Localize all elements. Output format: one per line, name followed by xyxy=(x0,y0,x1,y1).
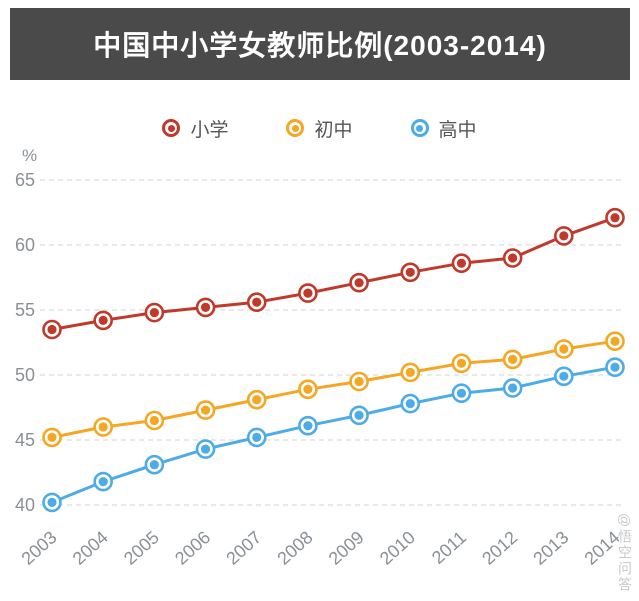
marker-dot-senior-high-2008 xyxy=(303,421,313,431)
x-tick-label-2008: 2008 xyxy=(273,527,316,569)
marker-dot-junior-high-2014 xyxy=(610,336,620,346)
marker-dot-senior-high-2007 xyxy=(252,432,262,442)
marker-dot-senior-high-2014 xyxy=(610,362,620,372)
marker-dot-junior-high-2011 xyxy=(456,358,467,368)
marker-dot-primary-school-2004 xyxy=(98,315,108,325)
marker-dot-senior-high-2010 xyxy=(405,399,415,409)
legend-label-junior-high: 初中 xyxy=(314,119,353,141)
marker-dot-senior-high-2013 xyxy=(559,371,569,381)
x-tick-label-2006: 2006 xyxy=(171,527,214,569)
watermark: @悟空问答 xyxy=(617,512,633,593)
marker-dot-senior-high-2003 xyxy=(47,497,57,507)
legend-item-senior-high: 高中 xyxy=(410,115,477,142)
marker-dot-senior-high-2006 xyxy=(200,444,211,454)
x-tick-label-2005: 2005 xyxy=(120,527,163,569)
marker-dot-primary-school-2009 xyxy=(354,278,364,288)
marker-dot-primary-school-2005 xyxy=(149,308,159,318)
x-tick-label-2009: 2009 xyxy=(325,527,368,569)
legend: 小学 初中 高中 xyxy=(0,108,639,148)
marker-dot-senior-high-2011 xyxy=(456,388,467,398)
marker-dot-senior-high-2004 xyxy=(98,477,108,487)
x-tick-label-2011: 2011 xyxy=(428,527,470,568)
marker-dot-senior-high-2005 xyxy=(149,460,159,470)
y-tick-label-45: 45 xyxy=(15,430,35,450)
y-tick-label-60: 60 xyxy=(15,235,35,255)
marker-dot-junior-high-2013 xyxy=(559,344,569,354)
y-axis-unit-label: % xyxy=(22,146,38,165)
chart-title: 中国中小学女教师比例(2003-2014) xyxy=(93,30,547,61)
series-line-senior-high xyxy=(50,365,617,504)
marker-dot-primary-school-2007 xyxy=(252,297,262,307)
y-tick-label-65: 65 xyxy=(15,170,35,190)
legend-item-junior-high: 初中 xyxy=(286,115,353,142)
legend-marker-primary-school-icon xyxy=(162,119,181,137)
marker-dot-primary-school-2014 xyxy=(610,213,620,223)
marker-dot-senior-high-2009 xyxy=(354,410,364,420)
marker-dot-junior-high-2003 xyxy=(47,432,57,442)
marker-dot-junior-high-2006 xyxy=(200,405,211,415)
marker-dot-junior-high-2005 xyxy=(149,415,159,426)
series-line-primary-school xyxy=(50,216,617,331)
marker-dot-junior-high-2004 xyxy=(98,422,108,432)
legend-label-primary-school: 小学 xyxy=(190,119,229,141)
line-chart: 40 45 50 55 60 65 2003 2004 2005 2006 2007 2008 2009… xyxy=(15,170,625,569)
legend-marker-junior-high-icon xyxy=(286,119,305,137)
x-tick-label-2010: 2010 xyxy=(376,527,419,569)
series-line-junior-high xyxy=(50,339,617,439)
x-tick-label-2004: 2004 xyxy=(69,527,112,569)
marker-dot-junior-high-2012 xyxy=(508,354,518,364)
legend-item-primary-school: 小学 xyxy=(162,115,228,142)
y-tick-label-40: 40 xyxy=(15,495,35,515)
legend-marker-senior-high-icon xyxy=(410,119,429,137)
marker-dot-junior-high-2008 xyxy=(303,384,313,394)
marker-dot-junior-high-2007 xyxy=(252,395,262,405)
legend-label-senior-high: 高中 xyxy=(438,119,477,141)
marker-dot-primary-school-2006 xyxy=(200,302,211,312)
marker-dot-primary-school-2008 xyxy=(303,288,313,298)
x-tick-label-2013: 2013 xyxy=(529,527,572,569)
x-tick-label-2003: 2003 xyxy=(18,527,61,569)
marker-dot-junior-high-2010 xyxy=(405,367,415,377)
marker-dot-primary-school-2012 xyxy=(508,253,518,263)
marker-dot-primary-school-2013 xyxy=(559,231,569,241)
chart-title-bar: 中国中小学女教师比例(2003-2014) xyxy=(10,8,630,80)
marker-dot-senior-high-2012 xyxy=(508,383,518,393)
marker-dot-primary-school-2011 xyxy=(456,258,467,268)
marker-dot-junior-high-2009 xyxy=(354,376,364,387)
x-tick-label-2012: 2012 xyxy=(478,527,521,569)
x-tick-label-2007: 2007 xyxy=(222,527,265,569)
marker-dot-primary-school-2003 xyxy=(47,324,57,335)
marker-dot-primary-school-2010 xyxy=(405,267,415,277)
y-tick-label-55: 55 xyxy=(15,300,35,320)
y-tick-label-50: 50 xyxy=(15,365,35,385)
